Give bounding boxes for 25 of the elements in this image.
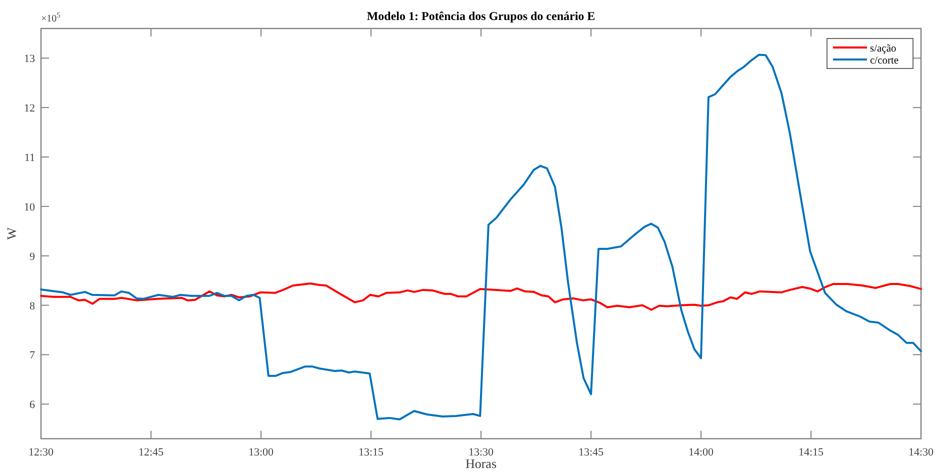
x-tick-label: 13:45 <box>578 446 604 459</box>
x-tick-label: 12:45 <box>138 446 164 459</box>
x-tick-label: 14:15 <box>798 446 824 459</box>
text: ×10$^{5}$ <box>41 10 61 24</box>
line-series <box>40 54 922 420</box>
legend-label: s/ação <box>870 44 896 54</box>
y-tick-label: 6 <box>30 399 36 412</box>
y-tick-label: 13 <box>24 53 36 66</box>
x-tick-label: 13:30 <box>468 446 494 459</box>
y-tick-label: 7 <box>30 350 36 362</box>
y-tick-label: 8 <box>30 300 36 312</box>
legend-label: c/corte <box>870 56 899 66</box>
x-axis-title: Horas <box>465 456 497 471</box>
y-tick-label: 11 <box>24 152 35 164</box>
y-tick-label: 10 <box>24 201 36 214</box>
line-series <box>40 282 922 311</box>
x-tick-label: 13:15 <box>358 446 384 459</box>
x-tick-label: 14:30 <box>908 446 934 459</box>
y-tick-label: 12 <box>24 102 35 115</box>
chart-title: Modelo 1: Potência dos Grupos do cenário E <box>366 9 596 23</box>
x-tick-label: 14:00 <box>688 446 714 459</box>
x-tick-label: 13:00 <box>248 446 274 459</box>
x-tick-label: 12:30 <box>28 446 54 459</box>
y-tick-label: 9 <box>30 250 36 263</box>
y-axis-title: W <box>4 226 19 240</box>
